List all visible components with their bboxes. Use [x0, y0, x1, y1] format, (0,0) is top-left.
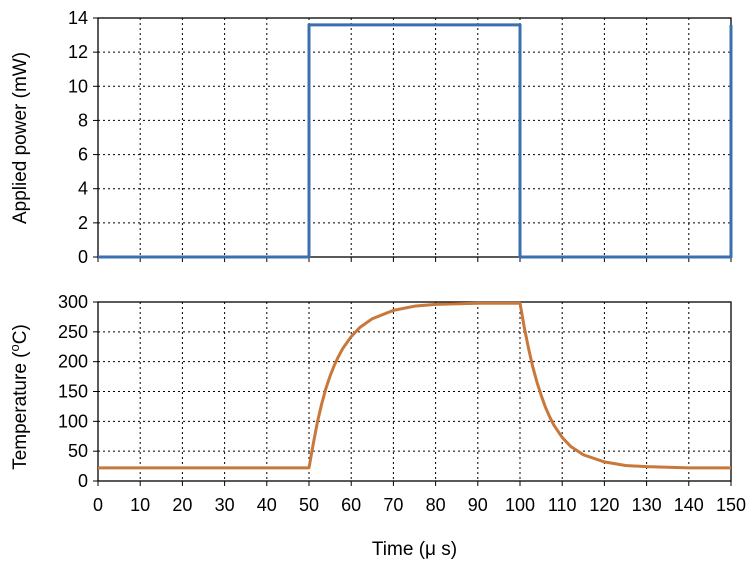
y-tick-label: 4 — [78, 179, 88, 199]
x-tick-label: 10 — [130, 495, 150, 515]
plot-frame — [97, 17, 732, 258]
y-tick-label: 10 — [68, 76, 88, 96]
x-tick-label: 30 — [215, 495, 235, 515]
x-tick-label: 130 — [632, 495, 662, 515]
y-axis-label: Temperature (oC) — [7, 324, 31, 470]
x-tick-label: 120 — [589, 495, 619, 515]
y-tick-label: 150 — [58, 382, 88, 402]
temperature-panel: 0 50 100 150 200 250 300 0 10 20 30 40 50 60 70 80 90 100… — [7, 292, 746, 560]
x-tick-label: 40 — [257, 495, 277, 515]
y-tick-label: 12 — [68, 42, 88, 62]
x-tick-label: 70 — [383, 495, 403, 515]
x-tick-label: 150 — [716, 495, 746, 515]
x-tick-label: 60 — [341, 495, 361, 515]
x-tick-label: 140 — [674, 495, 704, 515]
series-line — [98, 23, 733, 259]
x-tick-label: 100 — [505, 495, 535, 515]
y-tick-label: 300 — [58, 292, 88, 312]
x-tick-label: 50 — [299, 495, 319, 515]
y-tick-label: 2 — [78, 213, 88, 233]
x-tick-label: 20 — [172, 495, 192, 515]
series-line — [98, 301, 731, 470]
y-tick-label: 200 — [58, 352, 88, 372]
plot-frame — [97, 301, 732, 482]
y-tick-label: 250 — [58, 322, 88, 342]
x-tick-label: 110 — [548, 495, 577, 515]
x-tick-label: 90 — [468, 495, 488, 515]
y-tick-label: 0 — [78, 247, 88, 267]
x-tick-label: 0 — [93, 495, 103, 515]
power-panel: 0 2 4 6 8 10 12 14 Applied power (mW) — [10, 8, 733, 267]
y-tick-label: 0 — [78, 471, 88, 491]
y-tick-label: 50 — [68, 441, 88, 461]
y-axis-label: Applied power (mW) — [10, 52, 31, 224]
y-tick-label: 6 — [78, 145, 88, 165]
y-tick-label: 14 — [68, 8, 88, 28]
x-axis-label: Time (μ s) — [372, 539, 457, 560]
y-tick-label: 8 — [78, 110, 88, 130]
y-tick-label: 100 — [58, 411, 88, 431]
x-tick-label: 80 — [426, 495, 446, 515]
